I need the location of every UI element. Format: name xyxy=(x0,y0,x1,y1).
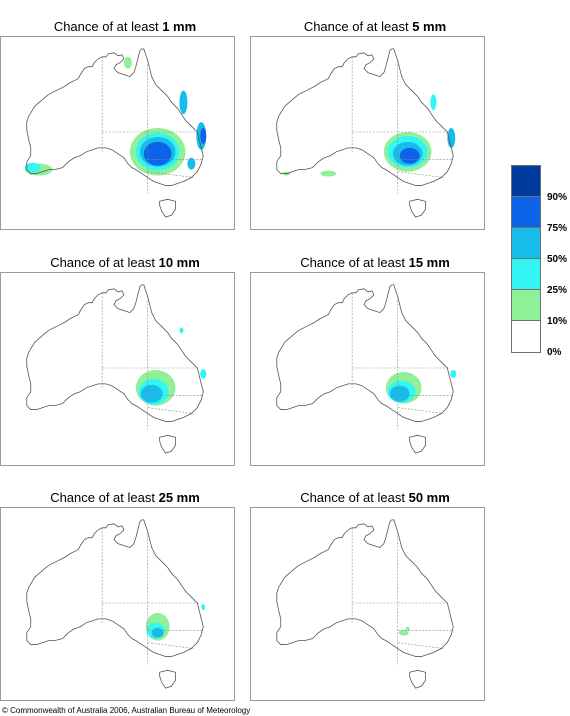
legend-label-25: 25% xyxy=(547,285,568,296)
map-graphic xyxy=(276,519,454,689)
australia-map xyxy=(0,507,235,701)
panel-title: Chance of at least 25 mm xyxy=(50,490,200,505)
legend-label-75: 75% xyxy=(547,223,568,234)
legend-label-90: 90% xyxy=(547,192,568,203)
state-border xyxy=(397,642,444,649)
australia-coastline xyxy=(26,48,204,186)
rain-probability-area xyxy=(187,157,196,170)
australia-map xyxy=(250,507,485,701)
rain-probability-area xyxy=(179,90,188,115)
legend-swatch-75-90 xyxy=(512,197,540,228)
rain-probability-area xyxy=(200,128,207,144)
rain-probability-area xyxy=(201,604,206,610)
state-border xyxy=(147,171,194,178)
state-border xyxy=(147,407,194,414)
rain-probability-area xyxy=(123,56,132,69)
legend-swatch-50-75 xyxy=(512,228,540,259)
rain-probability-area xyxy=(450,369,457,378)
legend-swatch-25-50 xyxy=(512,259,540,290)
tasmania-coastline xyxy=(409,669,426,689)
rain-probability-area xyxy=(24,162,41,173)
state-border xyxy=(397,407,444,414)
australia-map xyxy=(0,272,235,466)
rain-probability-area xyxy=(200,369,207,379)
australia-coastline xyxy=(276,48,454,186)
legend-swatches xyxy=(511,165,541,353)
rain-probability-area xyxy=(143,141,172,166)
panel-title: Chance of at least 5 mm xyxy=(303,19,447,34)
australia-map xyxy=(0,36,235,230)
panel-title: Chance of at least 15 mm xyxy=(300,255,450,270)
panel-title: Chance of at least 1 mm xyxy=(53,19,197,34)
australia-map xyxy=(250,272,485,466)
legend-swatch-90-100 xyxy=(512,166,540,197)
australia-coastline xyxy=(276,519,454,657)
tasmania-coastline xyxy=(159,434,176,454)
map-graphic xyxy=(26,519,206,689)
panel-title: Chance of at least 50 mm xyxy=(300,490,450,505)
tasmania-coastline xyxy=(409,198,426,218)
legend-swatch-10-25 xyxy=(512,290,540,321)
rain-probability-area xyxy=(140,384,163,403)
copyright-footer: © Commonwealth of Australia 2006, Austra… xyxy=(2,706,251,715)
australia-map xyxy=(250,36,485,230)
map-graphic xyxy=(276,48,456,218)
rain-probability-area xyxy=(389,385,410,402)
rain-probability-area xyxy=(398,629,409,636)
tasmania-coastline xyxy=(159,198,176,218)
australia-coastline xyxy=(26,519,204,657)
legend-label-10: 10% xyxy=(547,316,568,327)
legend-swatch-0-10 xyxy=(512,321,540,352)
rain-probability-area xyxy=(405,626,410,631)
state-border xyxy=(397,171,444,178)
rain-probability-area xyxy=(399,147,420,164)
rain-probability-area xyxy=(430,94,437,111)
legend-label-50: 50% xyxy=(547,254,568,265)
map-graphic xyxy=(24,48,207,218)
rain-probability-area xyxy=(447,128,456,148)
rain-probability-area xyxy=(320,170,337,177)
tasmania-coastline xyxy=(409,434,426,454)
legend-label-0: 0% xyxy=(547,347,562,358)
australia-coastline xyxy=(276,284,454,422)
rain-probability-area xyxy=(179,327,184,334)
map-graphic xyxy=(276,284,457,454)
state-border xyxy=(147,642,194,649)
rain-probability-area xyxy=(151,627,164,638)
panel-title: Chance of at least 10 mm xyxy=(50,255,200,270)
tasmania-coastline xyxy=(159,669,176,689)
australia-coastline xyxy=(26,284,204,422)
map-graphic xyxy=(26,284,207,454)
